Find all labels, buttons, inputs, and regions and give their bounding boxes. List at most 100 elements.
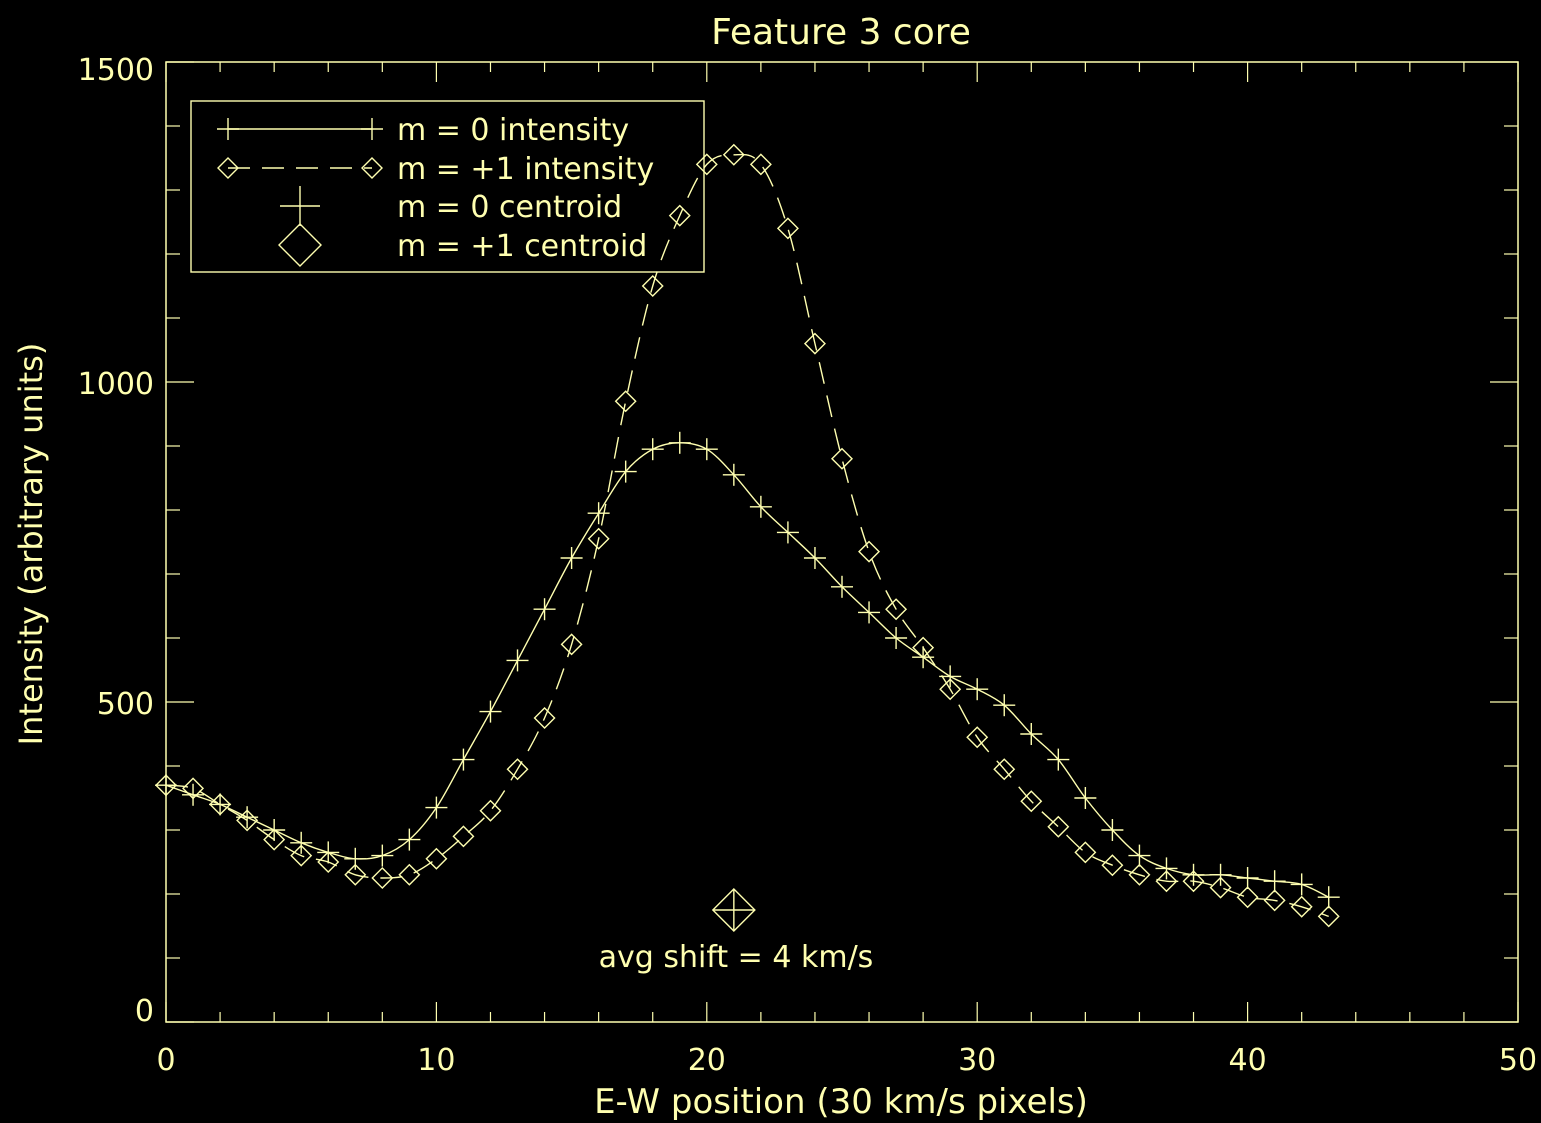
data-point — [506, 649, 529, 672]
data-point — [993, 758, 1016, 781]
x-axis-label: E-W position (30 km/s pixels) — [594, 1082, 1088, 1122]
series-1 — [155, 143, 1340, 928]
data-point — [533, 598, 556, 621]
data-point — [1290, 873, 1313, 896]
series-0 — [155, 431, 1340, 909]
data-point — [695, 153, 718, 176]
data-point — [209, 793, 232, 816]
data-point — [1101, 819, 1124, 841]
data-point — [1263, 889, 1286, 912]
data-point — [668, 204, 691, 227]
data-point — [317, 851, 340, 873]
data-point — [479, 799, 502, 822]
data-point — [749, 495, 772, 518]
data-point — [1236, 867, 1259, 889]
data-point — [1236, 886, 1259, 909]
data-point — [371, 844, 394, 867]
data-point — [479, 700, 502, 723]
data-point — [182, 783, 205, 806]
data-point — [533, 707, 556, 729]
data-point — [722, 143, 745, 166]
data-point — [695, 438, 718, 461]
data-point — [182, 777, 205, 800]
data-point — [1101, 854, 1124, 877]
data-point — [344, 847, 367, 870]
data-point — [939, 678, 962, 701]
data-point — [1155, 857, 1178, 880]
data-point — [993, 694, 1016, 717]
data-point — [263, 828, 286, 851]
data-point — [1209, 863, 1232, 886]
data-point — [236, 809, 259, 832]
data-point — [1317, 905, 1340, 928]
data-point — [1047, 748, 1070, 771]
data-point — [641, 275, 664, 297]
data-point — [560, 547, 583, 569]
data-point — [1074, 787, 1097, 809]
legend-marker — [217, 157, 239, 179]
data-point — [371, 867, 394, 889]
legend-label: m = 0 intensity — [397, 113, 629, 148]
data-point — [1128, 844, 1151, 867]
data-point — [425, 847, 448, 870]
x-tick-label: 20 — [688, 1043, 726, 1078]
data-point — [452, 748, 475, 771]
data-point — [155, 774, 177, 797]
data-point — [966, 678, 989, 701]
data-point — [1074, 841, 1097, 864]
y-tick-label: 1000 — [78, 367, 154, 402]
legend-marker — [217, 118, 239, 140]
data-point — [1182, 870, 1205, 893]
x-tick-label: 30 — [958, 1043, 996, 1078]
series-line — [165, 153, 1329, 918]
data-point — [506, 758, 529, 781]
data-point — [209, 793, 232, 816]
data-point — [452, 825, 475, 848]
legend-marker — [361, 157, 383, 179]
centroid-marker — [711, 888, 756, 932]
data-point — [398, 828, 421, 851]
data-point — [722, 463, 745, 486]
data-point — [560, 633, 583, 656]
data-point — [885, 627, 908, 649]
data-point — [1209, 876, 1232, 899]
data-point — [858, 540, 881, 563]
plot-frame — [165, 61, 1519, 1023]
data-point — [803, 547, 826, 569]
data-point — [1128, 863, 1151, 886]
data-point — [1182, 863, 1205, 886]
data-point — [1047, 815, 1070, 838]
legend-marker — [280, 186, 320, 226]
data-point — [425, 796, 448, 819]
data-point — [587, 527, 610, 550]
data-point — [803, 332, 826, 355]
data-point — [1020, 790, 1043, 813]
x-tick-label: 10 — [417, 1043, 455, 1078]
x-tick-label: 40 — [1229, 1043, 1267, 1078]
data-point — [749, 153, 772, 176]
legend-label: m = +1 intensity — [397, 152, 654, 187]
data-point — [776, 217, 799, 240]
data-point — [1263, 870, 1286, 893]
series-line — [165, 442, 1330, 898]
data-point — [912, 636, 935, 659]
y-axis-label: Intensity (arbitrary units) — [12, 343, 50, 746]
legend-label: m = +1 centroid — [397, 229, 647, 264]
data-point — [641, 438, 664, 461]
data-point — [1020, 723, 1043, 745]
data-point — [668, 431, 691, 454]
x-tick-label: 0 — [156, 1043, 175, 1078]
data-point — [587, 502, 610, 525]
data-point — [1290, 895, 1313, 918]
data-point — [966, 726, 989, 749]
annotation: avg shift = 4 km/s — [599, 940, 874, 975]
data-point — [290, 844, 313, 867]
y-tick-label: 500 — [97, 687, 154, 722]
data-point — [858, 601, 881, 624]
data-point — [885, 598, 908, 621]
data-point — [290, 831, 313, 854]
legend-marker — [361, 118, 383, 140]
data-point — [398, 863, 421, 886]
centroid-marker — [712, 889, 755, 931]
